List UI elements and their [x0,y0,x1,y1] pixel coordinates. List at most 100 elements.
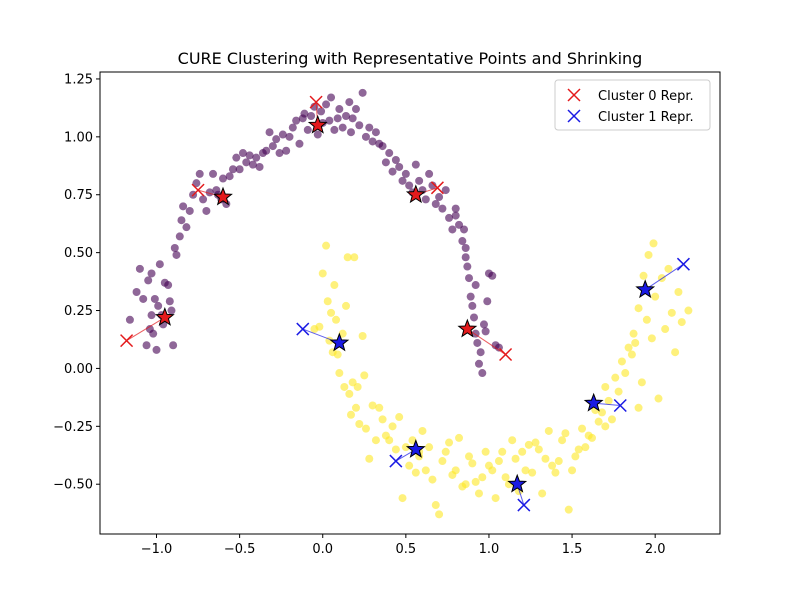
cluster-1-point [481,447,490,456]
x-tick-label: 1.5 [562,542,583,557]
cluster-0-point [132,288,141,296]
cluster-0-point [147,269,156,278]
cluster-1-point [644,250,653,259]
cluster-0-point [471,281,480,290]
cluster-0-point [135,264,144,273]
cluster-1-point [421,466,430,475]
cluster-0-point [333,114,342,123]
cluster-1-point [435,510,444,519]
cluster-1-point [401,443,410,452]
cluster-1-point [455,433,464,442]
cluster-1-point [338,329,347,338]
cluster-1-point [511,454,520,463]
cluster-0-point [292,116,301,125]
cluster-0-point [179,202,188,211]
cluster-1-point [627,350,636,359]
cluster-0-point [378,142,387,151]
cluster-1-point [571,452,580,461]
cluster-1-point [351,403,360,412]
cluster-0-representative-point [430,181,444,195]
cluster-0-point [351,105,360,114]
cluster-0-point [255,162,264,171]
cluster-1-point [601,382,610,391]
cluster-0-point [144,276,153,285]
cluster-0-point [474,359,483,368]
cluster-1-point [461,480,470,489]
cluster-1-point [617,357,626,366]
cluster-1-point [330,281,339,290]
legend-label-1: Cluster 1 Repr. [598,110,694,125]
cluster-1-point [544,426,553,435]
cluster-1-point [408,436,417,445]
legend-label-0: Cluster 0 Repr. [598,89,694,104]
cluster-0-point [451,204,460,213]
cluster-1-point [371,436,380,445]
cluster-0-point [391,156,400,164]
cluster-0-point [327,93,336,102]
cluster-1-shrunk-point [583,392,604,412]
cluster-1-point [438,457,447,466]
cluster-0-point [275,149,284,158]
cluster-1-point [315,322,324,331]
cluster-1-point [642,315,651,324]
cluster-0-shrunk-point [154,307,175,326]
cluster-1-point [554,457,563,466]
cluster-0-point [358,88,367,97]
cluster-1-point [322,241,331,250]
cluster-0-point [202,206,211,215]
cluster-1-point [491,494,500,503]
cluster-0-point [325,116,334,125]
cluster-1-shrunk-point [635,279,656,299]
cluster-1-point [651,292,660,301]
cluster-0-point [235,165,244,174]
cluster-0-point [488,271,497,280]
x-tick-label: 0.5 [396,542,417,557]
cluster-1-point [674,288,683,296]
cluster-0-point [169,341,178,350]
cluster-1-representative-point [296,322,310,336]
cluster-0-point [278,130,287,139]
cluster-0-point [388,167,397,176]
cluster-0-point [232,153,241,162]
cluster-0-point [346,128,355,137]
cluster-0-point [262,146,271,155]
cluster-1-representative-point [517,498,531,512]
cluster-0-point [265,128,274,137]
shrink-line [467,328,506,355]
cluster-0-point [371,128,380,137]
cluster-1-point [541,454,550,463]
legend-marker-1 [567,109,581,123]
cluster-1-point [684,306,693,315]
cluster-1-point [607,415,616,424]
cluster-0-point [445,213,454,222]
cluster-1-point [478,473,487,482]
cluster-0-point [411,160,420,169]
cluster-0-point [295,139,304,148]
cluster-1-point [411,468,420,477]
cluster-1-point [323,297,332,306]
cluster-0-point [199,195,208,204]
cluster-0-point [479,320,488,329]
cluster-1-point [441,447,450,456]
cluster-1-point [664,264,673,273]
cluster-1-point [634,304,643,313]
cluster-0-point [435,193,444,202]
cluster-0-point [431,200,440,208]
cluster-1-point [588,433,597,442]
cluster-1-point [621,369,630,378]
legend-marker-0 [567,88,581,102]
cluster-1-point [361,424,370,433]
cluster-1-shrunk-point [405,439,426,458]
cluster-1-point [654,394,663,403]
cluster-1-point [647,334,656,343]
cluster-1-point [335,369,344,378]
cluster-0-point [175,232,184,241]
cluster-0-representative-point [191,183,205,197]
cluster-0-point [170,244,179,252]
cluster-1-point [671,348,680,357]
cluster-0-point [415,176,424,185]
cluster-1-point [465,452,474,461]
cluster-1-point [534,445,543,454]
cluster-0-point [345,98,354,107]
cluster-1-point [564,505,573,514]
